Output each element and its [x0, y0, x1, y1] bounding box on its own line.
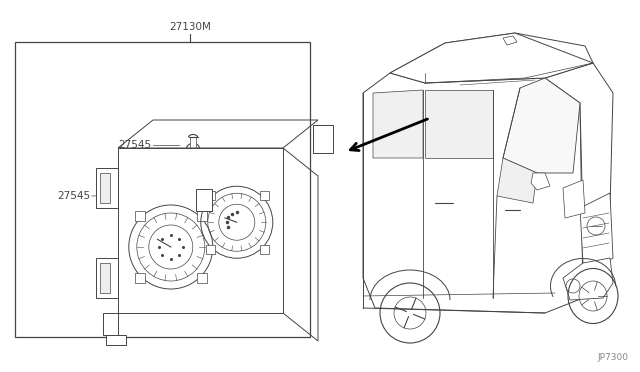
Bar: [134, 211, 145, 221]
Bar: [206, 191, 215, 201]
Bar: [96, 258, 118, 298]
Polygon shape: [497, 158, 537, 203]
Polygon shape: [390, 33, 593, 83]
Polygon shape: [531, 173, 550, 190]
Bar: [134, 186, 140, 198]
Bar: [197, 273, 207, 283]
Bar: [134, 273, 145, 283]
Polygon shape: [425, 90, 493, 158]
Bar: [190, 137, 196, 148]
Polygon shape: [580, 193, 613, 268]
Polygon shape: [503, 78, 580, 173]
Bar: [260, 245, 269, 254]
Text: 27545: 27545: [118, 140, 151, 150]
Polygon shape: [390, 33, 593, 83]
Polygon shape: [503, 36, 517, 45]
Text: 27130M: 27130M: [169, 22, 211, 32]
Bar: [118, 148, 283, 313]
Text: 27545: 27545: [57, 191, 90, 201]
Bar: [106, 335, 126, 345]
Polygon shape: [373, 90, 423, 158]
Bar: [260, 191, 269, 201]
Bar: [100, 263, 110, 293]
Bar: [313, 125, 333, 153]
Text: JP7300: JP7300: [597, 353, 628, 362]
Bar: [196, 189, 212, 211]
Polygon shape: [363, 73, 583, 313]
Polygon shape: [563, 180, 585, 218]
Polygon shape: [545, 63, 613, 228]
Bar: [100, 173, 110, 203]
Polygon shape: [563, 258, 613, 300]
Bar: [15, 42, 310, 337]
Bar: [96, 168, 118, 208]
Bar: [197, 211, 207, 221]
Bar: [206, 245, 215, 254]
